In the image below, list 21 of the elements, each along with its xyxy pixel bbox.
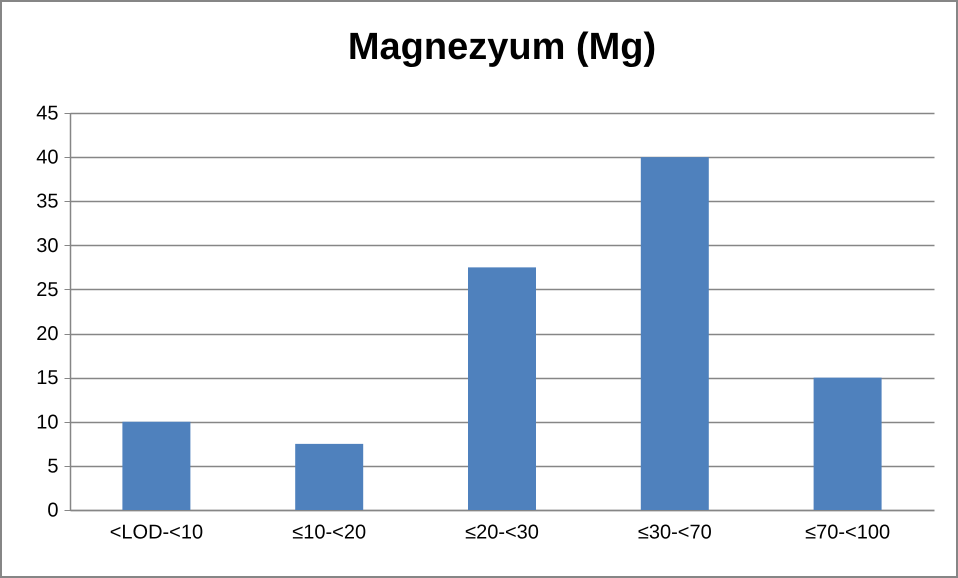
bar xyxy=(122,422,190,510)
x-tick-label: <LOD-<10 xyxy=(110,522,204,544)
y-tick-label: 25 xyxy=(36,278,58,301)
y-tick-label: 45 xyxy=(36,102,58,124)
bar xyxy=(640,157,709,510)
x-tick-label: ≤10-<20 xyxy=(292,522,366,544)
bar xyxy=(295,444,364,510)
x-tick-label: ≤20-<30 xyxy=(465,522,539,544)
y-tick-label: 0 xyxy=(47,500,58,522)
bar xyxy=(468,267,536,510)
y-tick-label: 30 xyxy=(36,234,58,257)
y-tick-label: 5 xyxy=(47,455,58,478)
chart-title: Magnezyum (Mg) xyxy=(348,26,656,68)
y-tick-label: 35 xyxy=(36,190,58,213)
y-tick-label: 15 xyxy=(36,367,58,390)
x-tick-label: ≤30-<70 xyxy=(638,522,712,544)
y-tick-label: 40 xyxy=(36,146,58,169)
y-tick-label: 10 xyxy=(36,411,58,434)
bar xyxy=(814,378,882,510)
x-tick-label: ≤70-<100 xyxy=(805,522,890,544)
y-tick-label: 20 xyxy=(36,323,58,346)
